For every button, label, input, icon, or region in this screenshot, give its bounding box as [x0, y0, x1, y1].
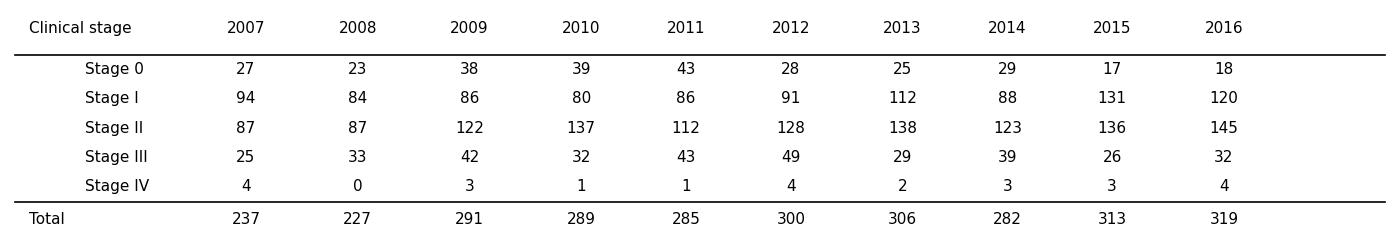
Text: 2015: 2015 — [1093, 21, 1131, 35]
Text: 145: 145 — [1210, 121, 1239, 136]
Text: 2011: 2011 — [666, 21, 706, 35]
Text: 2012: 2012 — [771, 21, 811, 35]
Text: 42: 42 — [459, 150, 479, 165]
Text: 84: 84 — [349, 91, 367, 106]
Text: 23: 23 — [349, 62, 367, 77]
Text: 94: 94 — [237, 91, 256, 106]
Text: 128: 128 — [777, 121, 805, 136]
Text: 2016: 2016 — [1204, 21, 1243, 35]
Text: Total: Total — [29, 212, 64, 227]
Text: 137: 137 — [567, 121, 596, 136]
Text: 2007: 2007 — [227, 21, 265, 35]
Text: 285: 285 — [672, 212, 700, 227]
Text: 43: 43 — [676, 150, 696, 165]
Text: 2008: 2008 — [339, 21, 377, 35]
Text: 28: 28 — [781, 62, 801, 77]
Text: 289: 289 — [567, 212, 596, 227]
Text: 87: 87 — [349, 121, 367, 136]
Text: 4: 4 — [785, 179, 795, 194]
Text: 80: 80 — [571, 91, 591, 106]
Text: 313: 313 — [1098, 212, 1127, 227]
Text: 18: 18 — [1214, 62, 1233, 77]
Text: 227: 227 — [343, 212, 372, 227]
Text: 4: 4 — [241, 179, 251, 194]
Text: 0: 0 — [353, 179, 363, 194]
Text: 33: 33 — [349, 150, 367, 165]
Text: 2013: 2013 — [883, 21, 923, 35]
Text: Stage IV: Stage IV — [85, 179, 150, 194]
Text: 2014: 2014 — [988, 21, 1026, 35]
Text: 138: 138 — [888, 121, 917, 136]
Text: 86: 86 — [676, 91, 696, 106]
Text: 122: 122 — [455, 121, 484, 136]
Text: 25: 25 — [237, 150, 256, 165]
Text: 2010: 2010 — [561, 21, 601, 35]
Text: 123: 123 — [993, 121, 1022, 136]
Text: 29: 29 — [998, 62, 1016, 77]
Text: 2009: 2009 — [451, 21, 489, 35]
Text: 88: 88 — [998, 91, 1016, 106]
Text: 39: 39 — [571, 62, 591, 77]
Text: 291: 291 — [455, 212, 484, 227]
Text: Stage 0: Stage 0 — [85, 62, 144, 77]
Text: 17: 17 — [1103, 62, 1121, 77]
Text: 112: 112 — [888, 91, 917, 106]
Text: 319: 319 — [1210, 212, 1239, 227]
Text: 306: 306 — [888, 212, 917, 227]
Text: 43: 43 — [676, 62, 696, 77]
Text: Stage III: Stage III — [85, 150, 148, 165]
Text: 1: 1 — [577, 179, 587, 194]
Text: 3: 3 — [1002, 179, 1012, 194]
Text: 39: 39 — [998, 150, 1018, 165]
Text: 26: 26 — [1102, 150, 1121, 165]
Text: 300: 300 — [777, 212, 805, 227]
Text: 112: 112 — [672, 121, 700, 136]
Text: 25: 25 — [893, 62, 913, 77]
Text: 3: 3 — [465, 179, 475, 194]
Text: 32: 32 — [571, 150, 591, 165]
Text: 32: 32 — [1214, 150, 1233, 165]
Text: 4: 4 — [1219, 179, 1229, 194]
Text: 38: 38 — [459, 62, 479, 77]
Text: Clinical stage: Clinical stage — [29, 21, 132, 35]
Text: Stage II: Stage II — [85, 121, 143, 136]
Text: 237: 237 — [231, 212, 260, 227]
Text: 3: 3 — [1107, 179, 1117, 194]
Text: 136: 136 — [1098, 121, 1127, 136]
Text: Stage I: Stage I — [85, 91, 139, 106]
Text: 27: 27 — [237, 62, 256, 77]
Text: 131: 131 — [1098, 91, 1127, 106]
Text: 282: 282 — [993, 212, 1022, 227]
Text: 91: 91 — [781, 91, 801, 106]
Text: 49: 49 — [781, 150, 801, 165]
Text: 86: 86 — [459, 91, 479, 106]
Text: 2: 2 — [897, 179, 907, 194]
Text: 1: 1 — [682, 179, 690, 194]
Text: 29: 29 — [893, 150, 913, 165]
Text: 87: 87 — [237, 121, 256, 136]
Text: 120: 120 — [1210, 91, 1239, 106]
